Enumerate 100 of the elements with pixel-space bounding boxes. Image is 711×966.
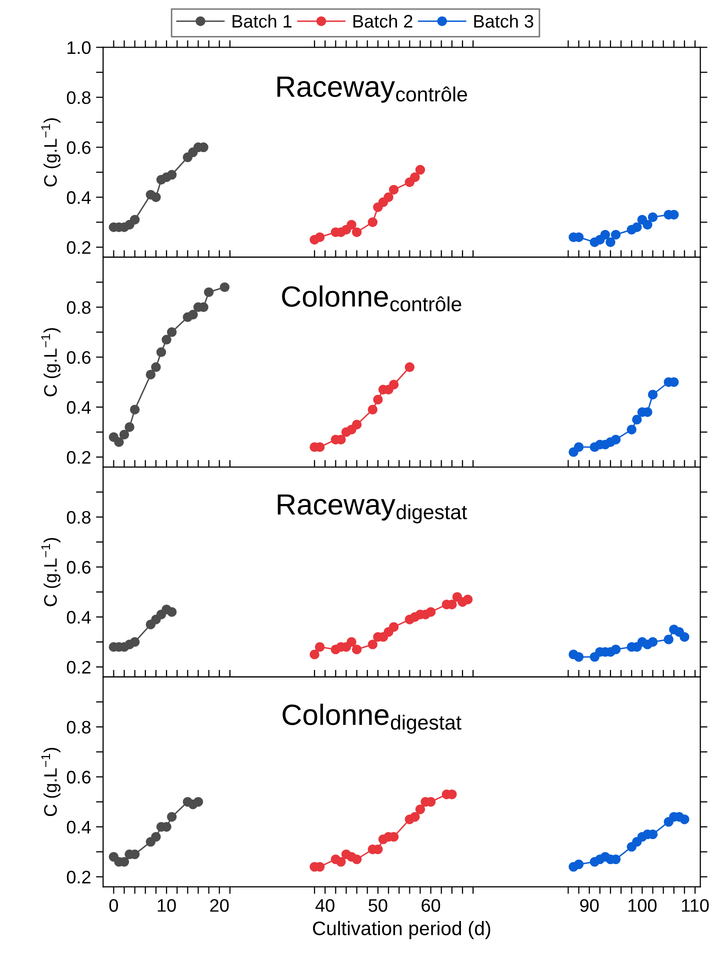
text: Colonne$_{digestat}$ [282, 704, 462, 734]
point [462, 594, 473, 604]
y-tick-label: 0.6 [66, 560, 90, 574]
point [384, 192, 394, 202]
point [130, 404, 140, 414]
text: Raceway$_{digestat}$ [278, 494, 468, 524]
x-tick-label: 20 [210, 899, 229, 912]
point [610, 434, 621, 444]
point [130, 637, 140, 647]
y-axis-title: C (g.L$^{−1}$) [41, 118, 60, 186]
y-tick-label: 0.2 [66, 660, 90, 674]
point [404, 362, 415, 372]
point [352, 854, 362, 864]
x-tick-label: 50 [368, 899, 388, 912]
point [388, 622, 399, 632]
point [314, 232, 325, 242]
y-tick-label: 0.4 [66, 191, 91, 204]
x-tick-label: 100 [628, 899, 657, 912]
y-tick-label: 0.2 [66, 241, 90, 254]
y-tick-label: 0.4 [66, 401, 91, 414]
y-tick-label: 0.8 [66, 720, 91, 734]
point [410, 812, 420, 822]
point [664, 634, 674, 644]
point [606, 237, 616, 248]
y-tick-label: 0.4 [66, 820, 91, 834]
x-tick-label: 90 [580, 899, 599, 912]
point [680, 814, 690, 824]
point [352, 420, 362, 430]
point [352, 644, 362, 654]
point [130, 214, 140, 225]
point [626, 424, 636, 434]
y-tick-label: 1.0 [68, 41, 91, 54]
point [632, 222, 642, 232]
y-tick-label: 0.4 [66, 610, 91, 624]
y-tick-label: 0.6 [66, 141, 90, 154]
point [632, 414, 642, 424]
point [204, 287, 214, 298]
point [346, 637, 356, 647]
legend-label: Batch 2 [353, 14, 412, 28]
y-tick-label: 0.6 [66, 770, 90, 784]
point [574, 652, 584, 662]
point [146, 370, 156, 380]
x-tick-label: 0 [109, 899, 118, 912]
point [151, 362, 161, 372]
legend-label: Batch 1 [232, 14, 292, 28]
point [336, 856, 346, 867]
point [162, 334, 172, 345]
y-axis-title: C (g.L$^{−1}$) [41, 748, 60, 816]
point [415, 804, 426, 814]
point [648, 390, 658, 400]
point [368, 404, 378, 414]
point [600, 230, 610, 240]
point [610, 644, 621, 654]
point [648, 637, 658, 647]
y-tick-label: 0.8 [66, 301, 91, 314]
point [151, 832, 161, 842]
point [188, 310, 198, 320]
point [426, 607, 436, 617]
point [193, 796, 204, 807]
point [114, 437, 124, 447]
y-tick-label: 0.2 [66, 870, 90, 884]
point [415, 164, 426, 175]
text: Raceway$_{contrôle}$ [277, 76, 467, 103]
point [124, 422, 134, 432]
point [166, 812, 177, 822]
point [314, 642, 325, 652]
point [220, 282, 230, 292]
point [368, 217, 378, 228]
x-axis-title: Cultivation period (d) [313, 920, 490, 940]
legend-label: Batch 3 [474, 14, 534, 28]
point [642, 220, 652, 230]
text: Colonne$_{contrôle}$ [282, 285, 462, 312]
x-tick-label: 40 [315, 899, 334, 912]
point [368, 640, 378, 650]
point [310, 650, 320, 660]
y-axis-title: C (g.L$^{−1}$) [41, 538, 60, 606]
point [373, 394, 383, 404]
y-tick-label: 0.8 [66, 91, 91, 104]
point [166, 607, 177, 617]
x-tick-label: 60 [422, 899, 440, 912]
point [119, 430, 130, 440]
x-tick-label: 10 [158, 899, 176, 912]
point [388, 380, 399, 390]
point [346, 220, 356, 230]
point [156, 347, 166, 357]
point [166, 170, 177, 180]
x-tick-label: 110 [682, 899, 709, 912]
point [166, 327, 177, 338]
point [151, 192, 161, 202]
point [610, 230, 621, 240]
point [680, 632, 690, 642]
point [574, 859, 584, 870]
point [352, 227, 362, 238]
y-tick-label: 0.8 [66, 510, 91, 524]
point [388, 184, 399, 195]
y-tick-label: 0.2 [66, 451, 90, 464]
point [648, 212, 658, 222]
point [410, 172, 420, 182]
y-tick-label: 0.6 [66, 351, 90, 364]
point [574, 442, 584, 452]
